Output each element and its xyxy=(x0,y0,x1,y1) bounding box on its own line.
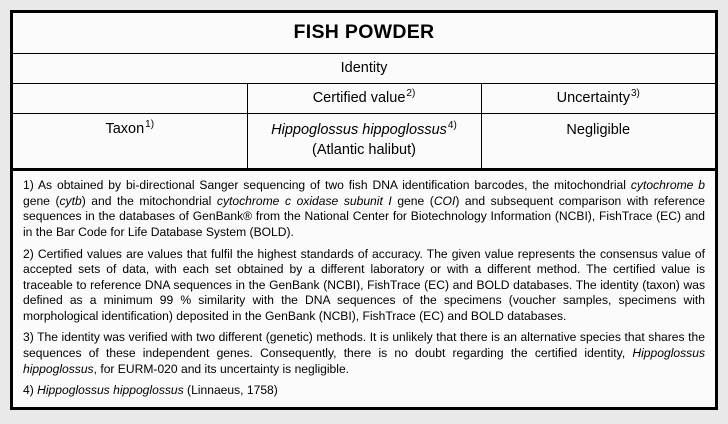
footnote-ref-1: 1) xyxy=(145,119,155,131)
row-header-taxon-label: Taxon xyxy=(105,121,145,137)
footnote-3: 3) The identity was verified with two di… xyxy=(23,330,705,376)
column-header-uncertainty: Uncertainty3) xyxy=(480,83,715,114)
footnote-2: 2) Certified values are values that fulf… xyxy=(23,246,705,323)
footnote-ref-4: 4) xyxy=(447,120,457,132)
cell-uncertainty-value: Negligible xyxy=(480,112,715,170)
page-title: FISH POWDER xyxy=(13,13,715,54)
footnotes-section: 1) As obtained by bi-directional Sanger … xyxy=(13,169,715,405)
table-row-data: Taxon1) Hippoglossus hippoglossus4) (Atl… xyxy=(13,112,715,170)
header-cell-empty xyxy=(13,83,248,114)
table-row-title: FISH POWDER xyxy=(13,13,715,54)
column-header-uncertainty-label: Uncertainty xyxy=(556,90,630,106)
footnote-1: 1) As obtained by bi-directional Sanger … xyxy=(23,178,706,239)
footnote-4: 4) Hippoglossus hippoglossus (Linnaeus, … xyxy=(23,383,278,398)
column-header-certified-value: Certified value2) xyxy=(246,83,482,114)
table-row-column-headers: Certified value2) Uncertainty3) xyxy=(13,83,715,114)
column-header-certified-value-label: Certified value xyxy=(312,90,406,106)
section-header-identity: Identity xyxy=(13,53,715,84)
certified-common-name: (Atlantic halibut) xyxy=(312,141,416,158)
certificate-table: FISH POWDER Identity Certified value2) U… xyxy=(13,13,715,170)
row-header-taxon: Taxon1) xyxy=(13,112,248,170)
certificate-sheet: FISH POWDER Identity Certified value2) U… xyxy=(10,10,718,410)
table-row-section-header: Identity xyxy=(13,53,715,84)
footnote-ref-2: 2) xyxy=(406,88,416,100)
certified-species-name: Hippoglossus hippoglossus xyxy=(271,122,447,138)
cell-certified-value: Hippoglossus hippoglossus4) (Atlantic ha… xyxy=(246,112,482,170)
footnote-ref-3: 3) xyxy=(630,88,640,100)
